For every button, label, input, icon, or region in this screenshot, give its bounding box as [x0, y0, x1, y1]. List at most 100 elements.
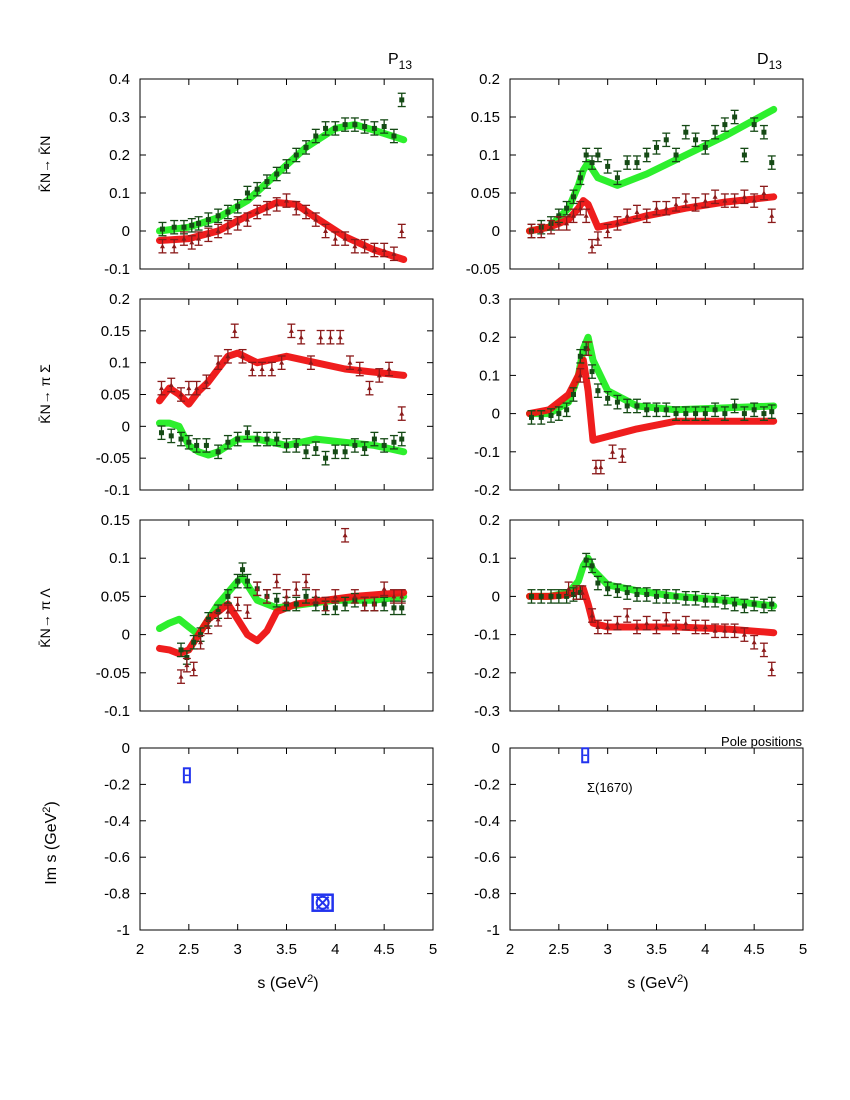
data-marker: [189, 222, 195, 228]
data-marker: [583, 557, 589, 563]
data-marker: [225, 609, 231, 614]
data-point-red: [355, 361, 364, 377]
data-marker: [528, 414, 534, 420]
y-tick-label: 0: [492, 406, 500, 423]
pole-annotation-sigma1670: Σ(1670): [587, 780, 633, 795]
data-point-green: [214, 444, 223, 460]
data-marker: [279, 360, 285, 365]
data-point-red: [253, 204, 262, 220]
y-tick-label: 0.05: [101, 588, 130, 605]
data-marker: [293, 601, 299, 607]
panel-1: -0.05 0 0.05 0.1 0.15 0.2: [466, 71, 804, 278]
data-point-red: [662, 611, 671, 627]
data-point-green: [223, 589, 232, 604]
data-marker: [761, 129, 767, 135]
data-point-green: [158, 221, 167, 237]
xlabel-left: s (GeV2): [257, 973, 318, 992]
data-marker: [215, 360, 221, 365]
data-point-green: [652, 589, 661, 604]
pole-cross: [315, 895, 330, 910]
data-marker: [683, 129, 689, 135]
data-point-red: [672, 197, 681, 212]
data-marker: [215, 609, 221, 615]
data-marker: [624, 213, 630, 218]
data-marker: [293, 205, 299, 211]
data-point-green: [233, 573, 242, 589]
data-marker: [673, 152, 679, 158]
data-marker: [654, 624, 659, 629]
data-marker: [274, 597, 280, 603]
data-marker: [332, 605, 338, 611]
data-point-green: [750, 117, 759, 132]
data-point-green: [547, 589, 556, 604]
data-point-green: [593, 147, 602, 163]
data-marker: [205, 624, 211, 629]
data-marker: [654, 205, 659, 211]
data-marker: [624, 403, 630, 409]
y-tick-label: 0.15: [471, 109, 500, 126]
x-tick-label: 4.5: [744, 941, 765, 958]
data-point-red: [582, 208, 591, 224]
data-point-red: [194, 231, 203, 246]
y-tick-label: -0.4: [104, 813, 130, 830]
data-marker: [225, 353, 231, 359]
data-marker: [673, 201, 679, 207]
data-point-red: [397, 223, 406, 239]
data-marker: [589, 613, 595, 618]
data-marker: [254, 209, 260, 214]
data-marker: [303, 449, 309, 455]
data-point-red: [767, 208, 776, 224]
data-marker: [186, 439, 192, 445]
data-marker: [225, 209, 231, 215]
data-marker: [391, 133, 397, 139]
data-marker: [702, 144, 708, 150]
data-point-red: [691, 619, 700, 635]
data-point-red: [623, 208, 632, 224]
data-point-red: [720, 623, 729, 639]
data-point-red: [380, 242, 389, 258]
data-point-red: [233, 216, 242, 231]
data-marker: [357, 366, 363, 372]
data-point-red: [223, 219, 232, 235]
data-point-red: [214, 611, 223, 627]
data-point-green: [720, 406, 729, 421]
col-title-d13: D13: [757, 51, 782, 72]
panel-frame: [509, 519, 804, 712]
data-point-red: [740, 627, 749, 642]
data-marker: [158, 385, 164, 391]
data-marker: [264, 179, 270, 185]
x-tick-label: 2.5: [548, 941, 569, 958]
data-point-red: [603, 619, 612, 635]
data-marker: [284, 601, 289, 607]
data-marker: [381, 586, 387, 591]
data-point-green: [662, 589, 671, 604]
data-marker: [168, 382, 174, 387]
data-marker: [548, 413, 554, 419]
data-marker: [605, 395, 611, 401]
y-tick-label: -0.1: [474, 444, 500, 461]
data-point-red: [720, 193, 729, 208]
data-marker: [595, 152, 601, 158]
data-point-green: [767, 596, 776, 612]
data-point-green: [302, 589, 311, 604]
data-point-red: [350, 589, 359, 604]
data-point-red: [632, 204, 641, 220]
data-marker: [225, 439, 231, 445]
data-point-red: [537, 223, 546, 239]
model-band-green: [526, 333, 778, 418]
data-point-red: [588, 238, 597, 254]
pole-marker: [311, 893, 334, 912]
data-marker: [194, 442, 200, 448]
data-point-green: [282, 438, 291, 453]
data-point-red: [350, 238, 359, 254]
data-marker: [323, 455, 329, 461]
data-marker: [189, 239, 195, 245]
data-marker: [702, 198, 708, 203]
data-marker: [391, 439, 397, 445]
data-marker: [683, 411, 689, 417]
data-point-green: [681, 124, 690, 140]
y-tick-label: 0.1: [109, 550, 130, 567]
data-point-green: [652, 140, 661, 155]
data-point-red: [375, 368, 384, 383]
data-marker: [203, 379, 209, 384]
